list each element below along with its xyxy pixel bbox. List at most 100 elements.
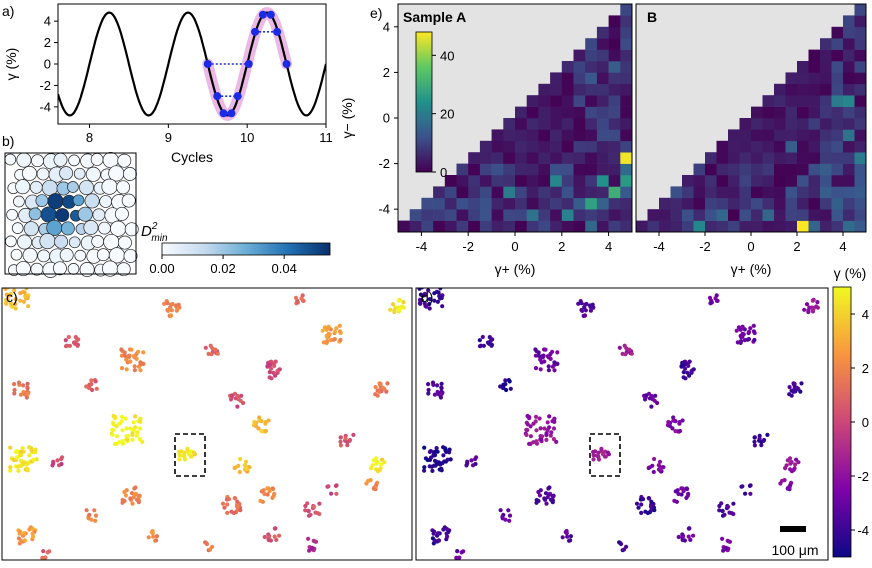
particle-dot <box>757 436 762 441</box>
particle-dot <box>31 457 36 462</box>
particle-dot <box>527 441 532 446</box>
heatmap-cell <box>785 163 798 176</box>
particle-dot <box>13 297 18 302</box>
particle-dot <box>8 291 13 296</box>
particle-dot <box>544 437 549 442</box>
particle-dot <box>203 345 208 350</box>
heatmap-cell <box>620 175 632 187</box>
particle-dot <box>579 307 584 313</box>
heatmap-cell <box>573 106 586 119</box>
heatmap-cell <box>843 15 855 28</box>
particle <box>16 152 32 168</box>
particle <box>85 166 101 182</box>
heatmap-cell <box>561 61 574 73</box>
particle-dot <box>778 481 783 486</box>
heatmap-cell <box>762 152 775 164</box>
heatmap-cell <box>550 175 563 187</box>
particle-dot <box>189 454 194 459</box>
heatmap-cell <box>854 163 866 176</box>
particle-dot <box>136 349 141 354</box>
particle-dot <box>550 500 555 505</box>
particle-dot <box>681 370 686 375</box>
heatmap-cell <box>444 220 457 232</box>
particle-dot <box>110 432 115 437</box>
map-frame-c <box>1 287 413 561</box>
y-tick-label-e: 4 <box>383 19 390 34</box>
particle-dot <box>550 493 555 499</box>
heatmap-cell <box>479 152 492 164</box>
particle-dot <box>591 457 596 462</box>
heatmap-cell <box>468 175 481 187</box>
particle-dot <box>17 529 23 534</box>
y-tick-label-e: -4 <box>378 202 390 217</box>
heatmap-cell <box>456 197 469 210</box>
x-tick-label-a: 11 <box>319 130 333 145</box>
heatmap-cell <box>515 129 527 142</box>
particle-dot <box>677 421 682 426</box>
heatmap-cell <box>573 220 586 232</box>
particle-dot <box>209 352 214 357</box>
particle-dot <box>225 510 230 515</box>
heatmap-cell <box>820 118 832 130</box>
particle-dot <box>267 370 272 375</box>
heatmap-cell <box>573 49 586 62</box>
particle-dot <box>538 488 543 493</box>
heatmap-cell <box>854 209 866 221</box>
particle <box>78 180 94 196</box>
particle-dot <box>320 328 325 333</box>
heatmap-cell <box>751 163 763 176</box>
particle-dot <box>174 308 179 313</box>
heatmap-cell <box>538 129 551 142</box>
particle-dot <box>123 493 128 498</box>
heatmap-cell <box>705 175 717 187</box>
particle-dot <box>425 457 430 463</box>
heatmap-cell <box>820 38 832 50</box>
heatmap-cell <box>659 220 671 232</box>
heatmap-cell <box>854 140 866 153</box>
heatmap-cell <box>608 152 621 164</box>
particle <box>72 194 85 207</box>
particle-dot <box>531 440 536 445</box>
panel-label-d: d) <box>421 289 433 305</box>
particle-dot <box>275 368 280 374</box>
particle-dot <box>272 491 277 496</box>
heatmap-cell <box>491 140 504 153</box>
particle-dot <box>441 453 446 458</box>
strain-marker <box>251 27 260 36</box>
particle-dot <box>326 484 331 489</box>
particle-dot <box>439 295 444 301</box>
heatmap-cell <box>491 152 504 164</box>
particle-dot <box>400 304 405 309</box>
particle-dot <box>543 347 548 352</box>
particle-dot <box>16 380 22 385</box>
heatmap-cell <box>573 186 586 199</box>
particle-dot <box>528 434 534 439</box>
heatmap-cell <box>762 129 775 142</box>
heatmap-cell <box>831 209 844 221</box>
heatmap-cell <box>728 186 740 199</box>
particle-dot <box>259 429 264 434</box>
particle-dot <box>87 512 92 518</box>
particle-dot <box>16 468 21 473</box>
particle-dot <box>131 354 136 359</box>
particle <box>29 180 43 194</box>
heatmap-cell <box>831 129 844 142</box>
particle-dot <box>536 350 541 355</box>
particle-dot <box>551 437 557 442</box>
panel-a: a) 8 9 10 11 -4 -2 0 2 4 Cycles γ (%) <box>2 3 333 165</box>
particle-dot <box>576 301 581 306</box>
heatmap-cell <box>808 49 821 62</box>
y-tick-label-e: 2 <box>383 65 390 80</box>
particle-dot <box>726 539 731 544</box>
particle-dot <box>21 383 26 388</box>
heatmap-cell <box>515 186 527 199</box>
particle-dot <box>655 400 660 406</box>
particle-dot <box>443 448 448 453</box>
heatmap-cell <box>526 220 539 232</box>
heatmap-cell <box>585 49 598 62</box>
particle-dot <box>685 370 690 375</box>
heatmap-cell <box>705 220 717 232</box>
particle-dot <box>137 426 143 431</box>
particle-dot <box>436 460 441 465</box>
heatmap-cell <box>503 186 516 199</box>
